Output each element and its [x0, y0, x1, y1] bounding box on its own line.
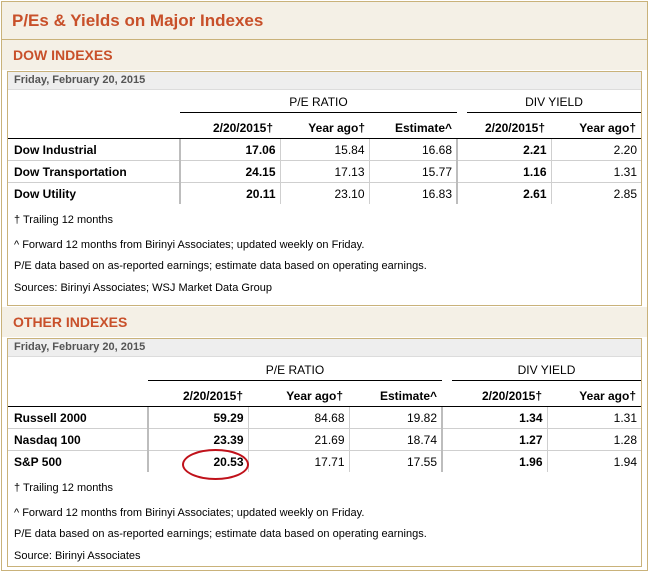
dow-col-pe-current: 2/20/2015† — [212, 121, 273, 135]
other-col-div-current: 2/20/2015† — [481, 389, 542, 403]
other-section-header: OTHER INDEXES — [2, 307, 647, 337]
pe-yearago-cell: 17.13 — [279, 160, 369, 183]
dow-col-pe-yearago: Year ago† — [308, 121, 365, 135]
div-current-cell: 1.96 — [441, 450, 547, 472]
dow-header-rule — [8, 138, 641, 139]
other-div-group-label: DIV YIELD — [452, 363, 641, 381]
row-label: Dow Utility — [8, 182, 180, 204]
pe-yearago-cell: 23.10 — [279, 182, 369, 204]
dow-section-title: DOW INDEXES — [13, 47, 113, 63]
footnote: Sources: Birinyi Associates; WSJ Market … — [14, 282, 272, 294]
dow-div-group-label: DIV YIELD — [467, 95, 641, 113]
other-dateline: Friday, February 20, 2015 — [8, 339, 641, 357]
highlight-circle — [182, 449, 249, 480]
dow-section-header: DOW INDEXES — [2, 40, 647, 70]
row-label: Dow Industrial — [14, 142, 97, 157]
div-current-cell: 2.21 — [456, 139, 551, 161]
title-bar: P/Es & Yields on Major Indexes — [2, 2, 647, 40]
dow-table: Dow Industrial 17.06 15.84 16.68 2.21 2.… — [8, 139, 641, 204]
other-col-div-yearago: Year ago† — [579, 389, 636, 403]
pe-estimate-cell: 15.77 — [368, 160, 457, 183]
table-row: Dow Transportation 24.15 17.13 15.77 1.1… — [8, 160, 641, 183]
div-yearago-cell: 1.28 — [546, 428, 641, 451]
pe-yearago-cell: 84.68 — [247, 407, 349, 429]
dow-panel: Friday, February 20, 2015 P/E RATIO DIV … — [7, 71, 642, 306]
pe-estimate-cell: 18.74 — [348, 428, 442, 451]
pe-yearago-cell: 15.84 — [279, 139, 369, 161]
other-col-pe-current: 2/20/2015† — [182, 389, 243, 403]
other-section-title: OTHER INDEXES — [13, 314, 128, 330]
row-label: Russell 2000 — [14, 410, 87, 425]
footnote: † Trailing 12 months — [14, 482, 114, 494]
pe-estimate-cell: 19.82 — [348, 407, 442, 429]
other-table: Russell 2000 59.29 84.68 19.82 1.34 1.31… — [8, 407, 641, 472]
table-row: Russell 2000 59.29 84.68 19.82 1.34 1.31 — [8, 407, 641, 429]
dow-col-div-current: 2/20/2015† — [484, 121, 545, 135]
div-yearago-cell: 1.31 — [550, 160, 641, 183]
row-label: Nasdaq 100 — [8, 428, 148, 451]
pe-current-cell: 59.29 — [147, 407, 248, 429]
pe-estimate-cell: 17.55 — [348, 450, 442, 472]
pe-estimate-cell: 16.83 — [368, 182, 457, 204]
pe-yearago-cell: 21.69 — [247, 428, 349, 451]
dow-col-pe-estimate: Estimate^ — [394, 121, 452, 135]
other-col-pe-yearago: Year ago† — [286, 389, 343, 403]
row-label: Dow Transportation — [8, 160, 180, 183]
footnote: Source: Birinyi Associates — [14, 550, 141, 562]
div-yearago-cell: 2.20 — [550, 139, 641, 161]
footnote: P/E data based on as-reported earnings; … — [14, 260, 427, 272]
pe-current-cell: 20.11 — [179, 182, 280, 204]
div-yearago-cell: 2.85 — [550, 182, 641, 204]
pe-yearago-cell: 17.71 — [247, 450, 349, 472]
other-col-pe-estimate: Estimate^ — [379, 389, 437, 403]
table-row: Nasdaq 100 23.39 21.69 18.74 1.27 1.28 — [8, 428, 641, 451]
div-current-cell: 1.34 — [441, 407, 547, 429]
dow-dateline: Friday, February 20, 2015 — [8, 72, 641, 90]
div-current-cell: 1.16 — [456, 160, 551, 183]
row-label: S&P 500 — [8, 450, 148, 472]
dow-date: Friday, February 20, 2015 — [14, 74, 146, 86]
footnote: ^ Forward 12 months from Birinyi Associa… — [14, 239, 365, 251]
table-row: Dow Utility 20.11 23.10 16.83 2.61 2.85 — [8, 182, 641, 204]
table-row: S&P 500 20.53 17.71 17.55 1.96 1.94 — [8, 450, 641, 472]
page-title: P/Es & Yields on Major Indexes — [12, 11, 264, 30]
pe-current-cell: 24.15 — [179, 160, 280, 183]
div-current-cell: 1.27 — [441, 428, 547, 451]
dow-col-div-yearago: Year ago† — [579, 121, 636, 135]
footnote: P/E data based on as-reported earnings; … — [14, 528, 427, 540]
dow-pe-group-label: P/E RATIO — [180, 95, 457, 113]
div-yearago-cell: 1.94 — [546, 450, 641, 472]
pe-current-cell: 23.39 — [147, 428, 248, 451]
footnote: † Trailing 12 months — [14, 214, 114, 226]
pe-current-cell: 17.06 — [179, 139, 280, 161]
other-date: Friday, February 20, 2015 — [14, 341, 146, 353]
other-pe-group-label: P/E RATIO — [148, 363, 442, 381]
other-panel: Friday, February 20, 2015 P/E RATIO DIV … — [7, 338, 642, 567]
pe-estimate-cell: 16.68 — [368, 139, 457, 161]
footnote: ^ Forward 12 months from Birinyi Associa… — [14, 507, 365, 519]
div-current-cell: 2.61 — [456, 182, 551, 204]
div-yearago-cell: 1.31 — [546, 407, 641, 429]
table-row: Dow Industrial 17.06 15.84 16.68 2.21 2.… — [8, 139, 641, 161]
other-header-rule — [8, 406, 641, 407]
